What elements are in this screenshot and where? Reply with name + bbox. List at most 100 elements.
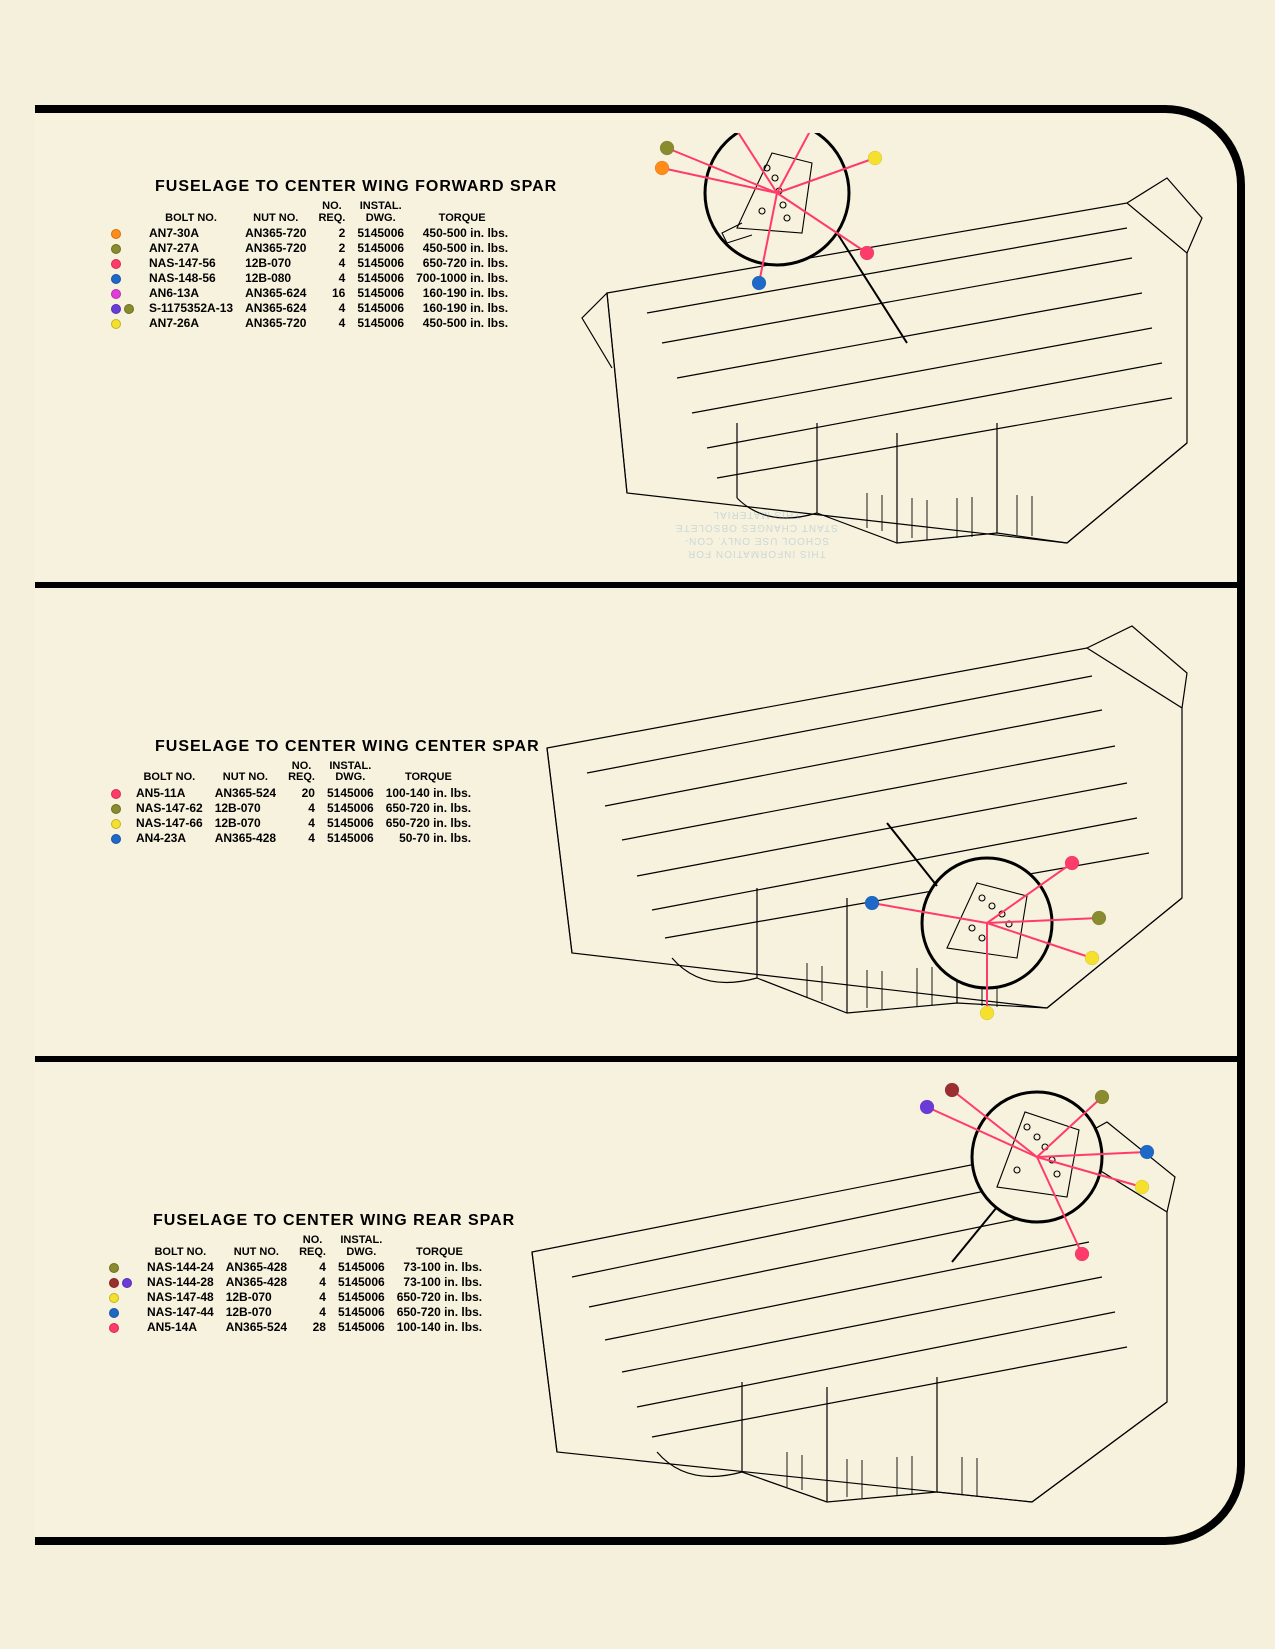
callout-dot [868,151,882,165]
cell-bolt: S-1175352A-13 [143,301,239,316]
color-dot [111,304,121,314]
wing-structure [582,178,1202,543]
color-dot [111,819,121,829]
col-bolt: BOLT NO. [143,201,239,226]
diagram-forward [567,133,1207,563]
col-torque: TORQUE [391,1235,488,1260]
cell-torque: 650-720 in. lbs. [380,801,477,816]
table-row: NAS-147-6612B-07045145006650-720 in. lbs… [105,816,477,831]
table-row: NAS-144-28AN365-4284514500673-100 in. lb… [103,1275,488,1290]
callout-detail [887,823,1052,988]
color-dot [109,1278,119,1288]
cell-bolt: NAS-147-56 [143,256,239,271]
col-instal: INSTAL.DWG. [351,201,410,226]
cell-torque: 73-100 in. lbs. [391,1275,488,1290]
color-dot [111,259,121,269]
section-title: FUSELAGE TO CENTER WING FORWARD SPAR [155,178,557,196]
spec-table-forward: BOLT NO. NUT NO. NO.REQ. INSTAL.DWG. TOR… [105,201,514,331]
table-row: S-1175352A-13AN365-62445145006160-190 in… [105,301,514,316]
table-body: NAS-144-24AN365-4284514500673-100 in. lb… [103,1260,488,1335]
color-dot [111,834,121,844]
color-dot [109,1308,119,1318]
callout-dot [920,1100,934,1114]
col-bolt: BOLT NO. [130,761,209,786]
cell-bolt: AN6-13A [143,286,239,301]
table-row: AN7-27AAN365-72025145006450-500 in. lbs. [105,241,514,256]
color-dot [124,304,134,314]
cell-nut: 12B-070 [220,1305,293,1320]
cell-req: 16 [312,286,351,301]
cell-torque: 160-190 in. lbs. [410,301,514,316]
cell-nut: AN365-524 [209,786,282,801]
table-row: NAS-147-4412B-07045145006650-720 in. lbs… [103,1305,488,1320]
cell-bolt: AN7-26A [143,316,239,331]
cell-bolt: NAS-147-62 [130,801,209,816]
color-key [105,786,130,801]
cell-req: 4 [282,816,321,831]
table-row: AN6-13AAN365-624165145006160-190 in. lbs… [105,286,514,301]
section-forward-spar: FUSELAGE TO CENTER WING FORWARD SPAR BOL… [35,113,1237,588]
table-body: AN5-11AAN365-524205145006100-140 in. lbs… [105,786,477,846]
cell-torque: 100-140 in. lbs. [391,1320,488,1335]
cell-torque: 50-70 in. lbs. [380,831,477,846]
diagram-center [517,618,1207,1038]
cell-req: 4 [312,271,351,286]
section-center-spar: FUSELAGE TO CENTER WING CENTER SPAR BOLT… [35,588,1237,1063]
cell-nut: AN365-428 [209,831,282,846]
table-row: AN5-14AAN365-524285145006100-140 in. lbs… [103,1320,488,1335]
cell-torque: 650-720 in. lbs. [380,816,477,831]
cell-req: 4 [312,316,351,331]
table-row: AN7-26AAN365-72045145006450-500 in. lbs. [105,316,514,331]
cell-bolt: AN7-30A [143,226,239,241]
color-key [105,831,130,846]
cell-dwg: 5145006 [351,226,410,241]
col-bolt: BOLT NO. [141,1235,220,1260]
callout-dot [1065,856,1079,870]
cell-nut: AN365-720 [239,226,312,241]
spec-table-center: BOLT NO. NUT NO. NO.REQ. INSTAL.DWG. TOR… [105,761,477,846]
cell-torque: 650-720 in. lbs. [391,1290,488,1305]
wing-structure-svg [507,1082,1207,1512]
callout-dot [865,896,879,910]
cell-dwg: 5145006 [332,1320,391,1335]
cell-bolt: NAS-147-66 [130,816,209,831]
info-stamp: THIS INFORMATION FOR SCHOOL USE ONLY. CO… [675,508,838,560]
cell-bolt: AN5-14A [141,1320,220,1335]
cell-dwg: 5145006 [332,1260,391,1275]
col-instal: INSTAL.DWG. [332,1235,391,1260]
cell-nut: AN365-624 [239,286,312,301]
table-row: AN4-23AAN365-4284514500650-70 in. lbs. [105,831,477,846]
cell-dwg: 5145006 [351,286,410,301]
cell-dwg: 5145006 [332,1275,391,1290]
cell-req: 28 [293,1320,332,1335]
cell-torque: 650-720 in. lbs. [391,1305,488,1320]
table-body: AN7-30AAN365-72025145006450-500 in. lbs.… [105,226,514,331]
cell-dwg: 5145006 [351,271,410,286]
cell-nut: AN365-720 [239,316,312,331]
cell-bolt: AN5-11A [130,786,209,801]
cell-dwg: 5145006 [351,241,410,256]
col-req: NO.REQ. [293,1235,332,1260]
color-key [103,1275,141,1290]
cell-req: 4 [293,1260,332,1275]
color-key [103,1260,141,1275]
color-key [103,1290,141,1305]
color-dot [111,319,121,329]
cell-req: 20 [282,786,321,801]
cell-req: 4 [293,1290,332,1305]
color-key [105,271,143,286]
cell-req: 4 [312,301,351,316]
cell-bolt: NAS-144-28 [141,1275,220,1290]
cell-nut: 12B-070 [220,1290,293,1305]
cell-dwg: 5145006 [332,1290,391,1305]
callout-dot [655,161,669,175]
table-row: NAS-147-6212B-07045145006650-720 in. lbs… [105,801,477,816]
cell-dwg: 5145006 [351,256,410,271]
cell-nut: AN365-428 [220,1260,293,1275]
cell-req: 4 [312,256,351,271]
color-dot [111,789,121,799]
col-torque: TORQUE [380,761,477,786]
cell-torque: 700-1000 in. lbs. [410,271,514,286]
col-nut: NUT NO. [220,1235,293,1260]
cell-bolt: NAS-144-24 [141,1260,220,1275]
